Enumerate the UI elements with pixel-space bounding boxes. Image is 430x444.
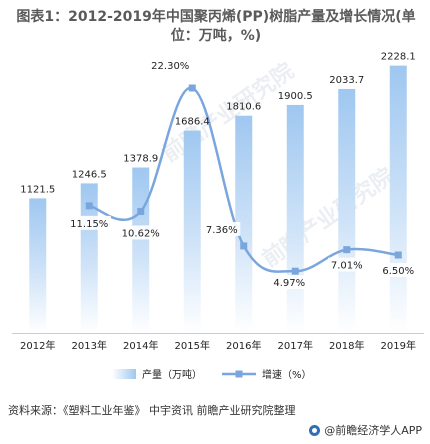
growth-value-label: 22.30% bbox=[151, 61, 189, 72]
brand-credit: @前瞻经济学人APP bbox=[309, 422, 422, 438]
legend-line-label: 增速（%） bbox=[262, 368, 312, 381]
data-labels: 1121.5 1246.5 1378.9 1686.4 1810.6 1900.5 2033… bbox=[20, 52, 417, 290]
x-tick-label: 2017年 bbox=[278, 339, 313, 352]
bar-value-label: 1900.5 bbox=[278, 91, 313, 102]
bar bbox=[132, 167, 150, 333]
bar-value-label: 2033.7 bbox=[329, 75, 364, 86]
growth-marker bbox=[394, 251, 402, 259]
x-axis: 2012年 2013年 2014年 2015年 2016年 2017年 2018年 2019年 bbox=[12, 333, 424, 352]
x-tick-label: 2016年 bbox=[226, 339, 261, 352]
bar-value-label: 1246.5 bbox=[72, 169, 107, 180]
bar bbox=[29, 198, 47, 333]
growth-marker bbox=[85, 202, 93, 210]
legend-bar-swatch bbox=[112, 369, 136, 379]
bar bbox=[183, 130, 201, 333]
growth-marker bbox=[291, 267, 299, 275]
bar-value-label: 1810.6 bbox=[226, 102, 261, 113]
growth-label-bg bbox=[379, 263, 417, 278]
bar bbox=[235, 115, 253, 333]
growth-marker bbox=[343, 246, 351, 254]
growth-label-bg bbox=[328, 257, 366, 272]
growth-label-bg bbox=[203, 221, 241, 236]
bar-value-label: 1378.9 bbox=[123, 154, 158, 165]
source-note: 资料来源：《塑料工业年鉴》 中宇资讯 前瞻产业研究院整理 bbox=[8, 404, 296, 417]
brand-text: @前瞻经济学人APP bbox=[324, 424, 422, 437]
growth-line-series bbox=[85, 84, 402, 275]
growth-marker bbox=[240, 242, 248, 250]
growth-value-label: 7.01% bbox=[331, 261, 363, 272]
x-tick-label: 2015年 bbox=[175, 339, 210, 352]
bar bbox=[389, 65, 407, 334]
chart-title: 图表1：2012-2019年中国聚丙烯(PP)树脂产量及增长情况(单位：万吨，%… bbox=[16, 9, 416, 44]
legend-bar-label: 产量（万吨） bbox=[142, 368, 202, 381]
bar bbox=[286, 104, 304, 333]
growth-label-bg bbox=[270, 275, 308, 290]
legend: 产量（万吨） 增速（%） bbox=[112, 368, 312, 381]
bar-series bbox=[29, 65, 407, 334]
qianzhan-logo-icon bbox=[309, 424, 321, 436]
bar-value-label: 1686.4 bbox=[175, 117, 210, 128]
growth-value-label: 4.97% bbox=[273, 278, 305, 289]
bar-value-label: 1121.5 bbox=[20, 184, 55, 195]
bar-value-label: 2228.1 bbox=[381, 52, 416, 63]
growth-value-label: 11.15% bbox=[70, 219, 108, 230]
growth-value-label: 10.62% bbox=[122, 228, 160, 239]
growth-value-label: 7.36% bbox=[206, 225, 238, 236]
x-tick-label: 2019年 bbox=[381, 339, 416, 352]
growth-label-bg bbox=[119, 225, 163, 240]
growth-label-bg bbox=[148, 58, 192, 72]
legend-line-marker bbox=[235, 370, 243, 378]
growth-label-bg bbox=[67, 215, 111, 230]
x-tick-label: 2013年 bbox=[72, 339, 107, 352]
x-tick-label: 2018年 bbox=[329, 339, 364, 352]
growth-value-label: 6.50% bbox=[382, 266, 414, 277]
chart-svg: 2012年 2013年 2014年 2015年 2016年 2017年 2018年 2019年… bbox=[12, 52, 424, 381]
growth-marker bbox=[188, 84, 196, 92]
x-tick-label: 2012年 bbox=[20, 339, 55, 352]
x-tick-label: 2014年 bbox=[123, 339, 158, 352]
growth-marker bbox=[137, 207, 145, 215]
bar bbox=[338, 88, 356, 334]
